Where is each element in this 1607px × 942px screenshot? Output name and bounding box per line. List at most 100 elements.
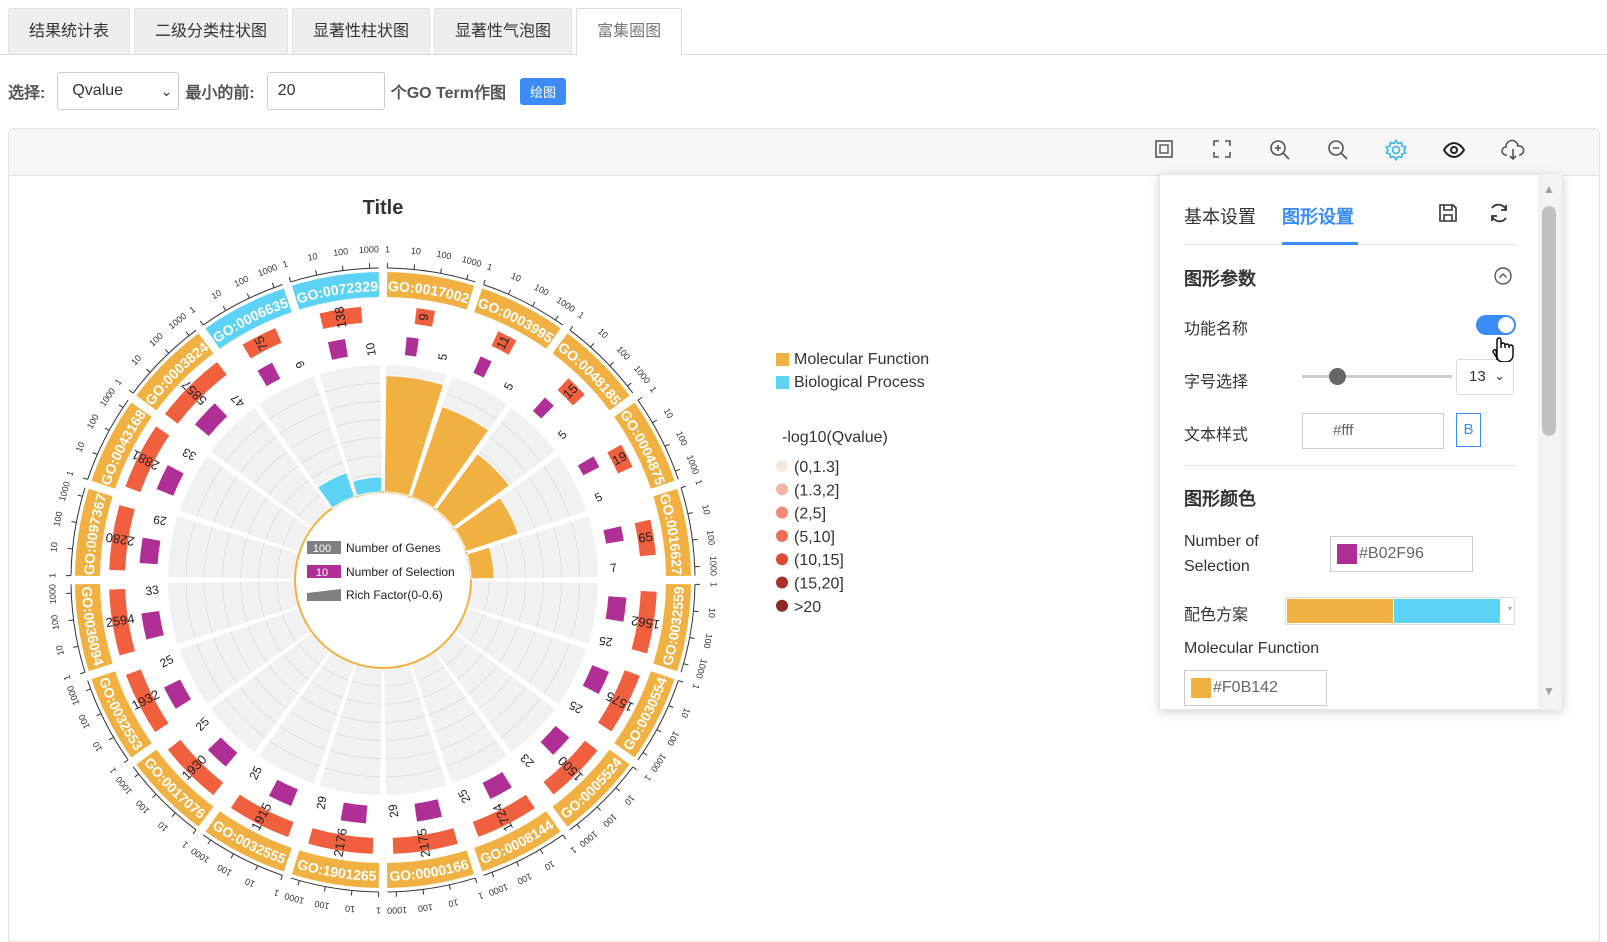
zoom-out-icon[interactable] [1325, 139, 1351, 165]
grid-ring [385, 733, 431, 741]
grid-ring [536, 532, 544, 578]
tick-mark [80, 671, 86, 675]
qvalue-swatch [776, 599, 788, 612]
grid-ring [428, 696, 466, 716]
grid-ring [258, 543, 265, 579]
grid-ring [384, 698, 420, 705]
tick-mark [96, 713, 102, 717]
fullscreen-icon[interactable] [1209, 139, 1235, 165]
tab-basic-settings[interactable]: 基本设置 [1184, 207, 1256, 227]
legend-swatch-value: 100 [313, 543, 331, 555]
selection-value: 9 [292, 358, 308, 371]
rich-track [168, 581, 299, 644]
text-color-input[interactable]: #fff [1302, 413, 1444, 449]
tab-graph-settings[interactable]: 图形设置 [1282, 207, 1354, 227]
scroll-thumb[interactable] [1542, 206, 1556, 436]
tick-mark [483, 279, 486, 285]
draw-button[interactable]: 绘图 [519, 77, 566, 105]
font-size-select[interactable]: 13 ⌄ [1456, 359, 1514, 395]
genes-bar [242, 328, 282, 359]
legend-swatch-value: 10 [316, 567, 328, 579]
grid-ring [222, 582, 230, 628]
frame-icon[interactable] [1151, 139, 1177, 165]
tab-significance-bar[interactable]: 显著性柱状图 [292, 8, 431, 54]
tick-label: 100 [52, 511, 65, 528]
cloud-download-icon[interactable] [1500, 139, 1526, 165]
metric-select[interactable]: Qvalue ⌄ [57, 72, 180, 110]
tick-mark [92, 452, 98, 455]
tick-mark [664, 443, 670, 447]
settings-scrollbar[interactable]: ▲ ▼ [1538, 174, 1562, 710]
tick-mark [466, 274, 469, 280]
tick-label: 10 [345, 904, 356, 915]
selection-bar [532, 397, 554, 419]
tick-axis [202, 284, 283, 326]
min-label: 最小的前: [185, 85, 255, 102]
grid-ring [351, 681, 382, 687]
tick-mark [164, 349, 170, 354]
grid-ring [478, 451, 512, 485]
settings-gear-icon[interactable] [1383, 139, 1409, 165]
tick-label: 100 [601, 812, 619, 830]
grid-ring [213, 476, 238, 523]
selection-bar [404, 337, 419, 357]
grid-ring [500, 422, 541, 463]
qvalue-swatch [776, 460, 788, 472]
save-icon[interactable] [1438, 203, 1458, 228]
chevron-down-icon: ⌄ [160, 83, 173, 99]
tick-label: 1 [62, 674, 73, 682]
zoom-in-icon[interactable] [1267, 139, 1293, 165]
tick-axis [87, 399, 129, 480]
tick-label: 100 [49, 614, 61, 630]
grid-ring [330, 750, 381, 760]
selection-color-value: #B02F96 [1359, 545, 1424, 562]
genes-bar [598, 670, 640, 732]
mf-color-value: #F0B142 [1213, 679, 1278, 696]
tick-mark [271, 282, 275, 288]
top-n-input[interactable]: 20 [266, 72, 385, 110]
bold-button[interactable]: B [1456, 413, 1481, 447]
collapse-up-icon[interactable] [1494, 267, 1512, 290]
color-scheme-select[interactable]: ▾ [1285, 597, 1515, 625]
selection-value: 29 [152, 512, 168, 528]
scroll-up-icon[interactable]: ▲ [1543, 182, 1555, 196]
tab-level2-bar[interactable]: 二级分类柱状图 [134, 8, 289, 54]
grid-ring [276, 548, 282, 579]
tick-label: 1 [709, 582, 719, 587]
slider-knob[interactable] [1329, 368, 1346, 385]
qvalue-label: >20 [794, 599, 821, 616]
eye-icon[interactable] [1441, 139, 1467, 165]
grid-ring [282, 614, 297, 642]
grid-ring [321, 666, 349, 681]
tick-label: 1 [47, 573, 57, 578]
font-size-slider[interactable] [1302, 368, 1452, 385]
genes-value: 11 [493, 333, 512, 352]
selection-bar [540, 725, 570, 755]
selection-color-picker[interactable]: #B02F96 [1330, 536, 1473, 572]
legend-swatch [307, 541, 341, 554]
rich-track [319, 365, 382, 496]
tab-significance-bubble[interactable]: 显著性气泡图 [434, 8, 573, 54]
grid-ring [279, 725, 326, 750]
grid-ring [247, 625, 267, 663]
tick-mark [440, 268, 443, 274]
tick-mark [288, 277, 292, 283]
tick-label: 10 [156, 820, 170, 834]
tick-label: 10 [410, 246, 421, 257]
center-circle [294, 491, 472, 669]
scroll-down-icon[interactable]: ▼ [1543, 684, 1555, 698]
mf-color-picker[interactable]: #F0B142 [1184, 670, 1327, 706]
genes-value: 1562 [630, 613, 661, 632]
term-band [474, 811, 561, 872]
refresh-icon[interactable] [1488, 202, 1510, 229]
tick-mark [576, 824, 581, 829]
rich-track [384, 664, 447, 795]
function-name-toggle[interactable] [1476, 315, 1516, 335]
qvalue-swatch [776, 506, 788, 519]
tick-label: 1000 [57, 480, 72, 502]
section-divider [1184, 465, 1516, 466]
tick-mark [668, 705, 674, 708]
grid-ring [240, 537, 248, 579]
tab-result-table[interactable]: 结果统计表 [8, 8, 131, 54]
tab-enrichment-circle[interactable]: 富集圈图 [576, 8, 683, 55]
